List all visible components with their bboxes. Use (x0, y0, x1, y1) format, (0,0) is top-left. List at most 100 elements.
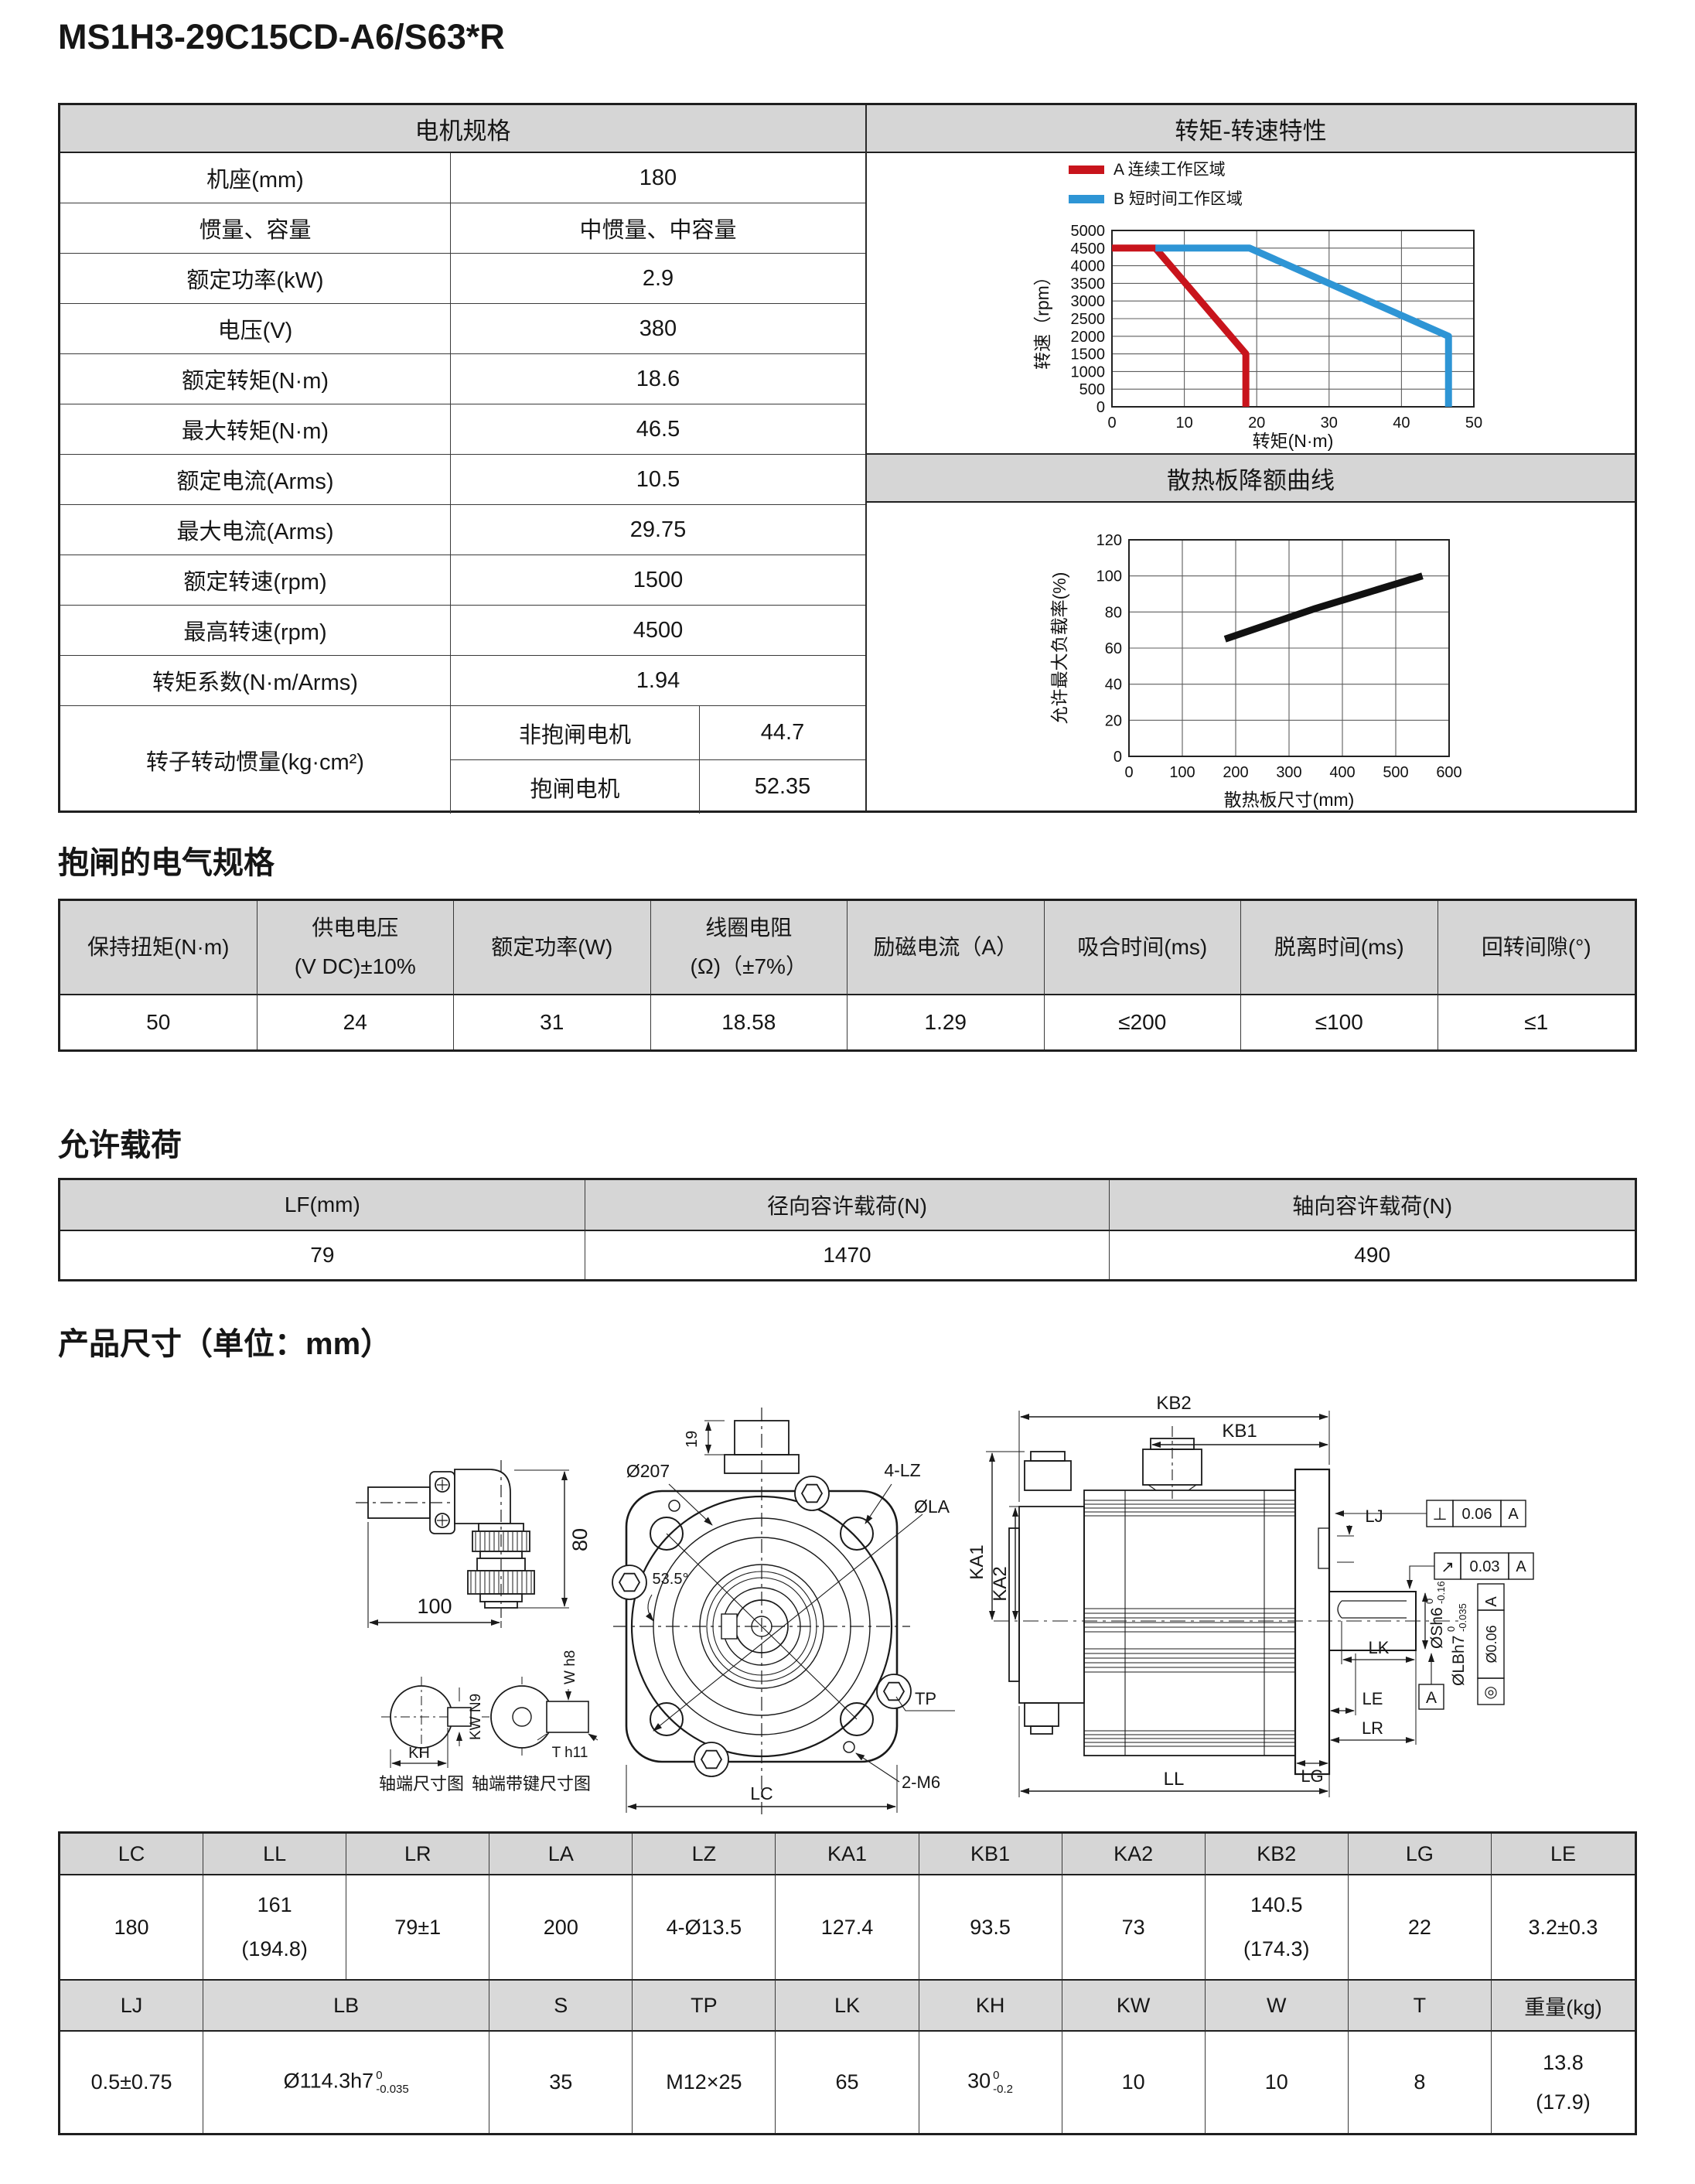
spec-label: 电压(V) (60, 304, 451, 353)
shaft-end-caption: 轴端尺寸图 (379, 1774, 464, 1793)
y-tick-label: 0 (1113, 749, 1121, 766)
x-tick-label: 20 (1248, 415, 1265, 432)
shaft-end-plain-drawing: KW N9 KH 轴端尺寸图 (379, 1677, 484, 1793)
perp-value: 0.06 (1462, 1506, 1492, 1523)
legend-swatch (1068, 166, 1104, 174)
dim-col-header: S (489, 1979, 633, 2032)
x-tick-label: 50 (1465, 415, 1482, 432)
shaft-end-keyed-drawing: W h8 T h11 轴端带键尺寸图 (472, 1650, 599, 1793)
table-row: 额定电流(Arms) 10.5 (60, 455, 865, 505)
y-tick-label: 100 (1096, 568, 1121, 585)
load-col-header: 轴向容许载荷(N) (1110, 1180, 1635, 1231)
spec-value: 46.5 (636, 416, 680, 442)
spec-value: 1500 (633, 567, 684, 592)
legend-label: A 连续工作区域 (1114, 161, 1226, 179)
dim-value: 79±1 (346, 1875, 490, 1979)
series-A 连续工作区域 (1111, 244, 1250, 407)
x-tick-label: 0 (1124, 764, 1133, 781)
inertia-sub-value: 52.35 (754, 774, 811, 799)
spec-value: 18.6 (636, 366, 680, 391)
x-tick-label: 40 (1393, 415, 1410, 432)
dim-value: 10 (1206, 2032, 1349, 2133)
sh6-sub: -0.16 (1435, 1581, 1447, 1604)
table-row-rotor-inertia: 转子转动惯量(kg·cm²) 非抱闸电机 44.7 抱闸电机 52.35 (60, 706, 865, 814)
torque-speed-chart: 0 10 20 30 40 50 0 500 1000 1500 2000 2500 3000 3500 4… (867, 153, 1635, 455)
inertia-sub-value: 44.7 (760, 720, 805, 745)
y-tick-label: 80 (1104, 604, 1121, 621)
perpendicularity-icon: ⊥ (1432, 1504, 1447, 1524)
brake-col-header: 保持扭矩(N·m) (60, 901, 257, 995)
m6-label: 2-M6 (902, 1773, 940, 1792)
flange-front-view-drawing: 19 (612, 1408, 955, 1814)
spec-value: 380 (639, 316, 677, 341)
dim-col-header: LB (203, 1979, 490, 2032)
page-title: MS1H3-29C15CD-A6/S63*R (58, 17, 505, 56)
x-tick-label: 300 (1276, 764, 1301, 781)
brake-col-header: 额定功率(W) (454, 901, 651, 995)
brake-value: 24 (257, 995, 454, 1049)
spec-label: 额定电流(Arms) (60, 455, 451, 504)
dim-col-header: W (1205, 1979, 1349, 2032)
dim-col-header: LJ (60, 1979, 204, 2032)
y-axis-label: 转速（rpm） (1032, 268, 1052, 370)
dim-value: 35 (489, 2032, 633, 2133)
load-value: 490 (1354, 1243, 1391, 1267)
x-tick-label: 200 (1223, 764, 1248, 781)
dim-value: Ø114.3h7 0 -0.035 (203, 2032, 490, 2133)
allowed-load-table: LF(mm) 径向容许载荷(N) 轴向容许载荷(N) 79 1470 490 (58, 1178, 1637, 1281)
derating-chart: 0 100 200 300 400 500 600 0 20 40 60 80 100 120 散热板尺寸(… (867, 503, 1635, 812)
brake-spec-table: 保持扭矩(N·m) 供电电压 (V DC)±10% 额定功率(W) 线圈电阻 (Ω)… (58, 899, 1637, 1052)
dim-col-header: LE (1491, 1834, 1635, 1875)
concentricity-icon: ◎ (1484, 1684, 1497, 1701)
dimensions-section-title: 产品尺寸（单位：mm） (58, 1327, 392, 1361)
ka1-label: KA1 (967, 1544, 987, 1579)
load-section-title: 允许载荷 (58, 1128, 182, 1162)
brake-col-header: 线圈电阻 (Ω)（±7%） (650, 901, 848, 995)
spec-label: 最大转矩(N·m) (60, 404, 451, 454)
y-tick-label: 2000 (1070, 329, 1105, 346)
lbh7-sup: 0 (1445, 1626, 1457, 1632)
table-row: 电压(V) 380 (60, 304, 865, 354)
brake-col-header: 脱离时间(ms) (1241, 901, 1438, 995)
load-col-header: LF(mm) (60, 1180, 585, 1231)
table-row: 最大电流(Arms) 29.75 (60, 505, 865, 555)
dim-col-header: LG (1348, 1834, 1492, 1875)
legend-label: B 短时间工作区域 (1114, 190, 1243, 208)
lr-label: LR (1362, 1718, 1383, 1738)
dim-value: 30 0 -0.2 (919, 2032, 1062, 2133)
brake-value: ≤100 (1241, 995, 1438, 1049)
kw-n9-label: KW N9 (468, 1694, 484, 1740)
spec-value: 中惯量、中容量 (579, 218, 737, 243)
spec-label: 最高转速(rpm) (60, 606, 451, 655)
y-tick-label: 4500 (1070, 241, 1105, 258)
y-tick-label: 2500 (1070, 311, 1105, 328)
brake-section-title: 抱闸的电气规格 (58, 846, 275, 880)
x-axis-label: 转矩(N·m) (1252, 431, 1333, 451)
motor-spec-and-charts-block: 电机规格 机座(mm) 180 惯量、容量 中惯量、中容量 额定功率(kW) 2… (58, 103, 1637, 814)
spec-value: 29.75 (629, 517, 687, 542)
dim-col-header: KB2 (1205, 1834, 1349, 1875)
brake-value: ≤1 (1524, 1010, 1549, 1034)
dim-col-header: LK (776, 1979, 919, 2032)
inertia-sub-row: 非抱闸电机 44.7 (451, 706, 865, 760)
y-tick-label: 5000 (1070, 223, 1105, 240)
lc-label: LC (750, 1783, 772, 1804)
table-row: 机座(mm) 180 (60, 153, 865, 203)
dim-col-header: KW (1062, 1979, 1206, 2032)
lbh7-sub: -0.035 (1457, 1603, 1468, 1632)
datum-a-label: A (1426, 1689, 1437, 1707)
x-axis-label: 散热板尺寸(mm) (1223, 790, 1354, 810)
inertia-sub-label: 非抱闸电机 (451, 706, 700, 759)
runout-datum: A (1516, 1558, 1526, 1575)
ka2-label: KA2 (990, 1566, 1011, 1601)
table-row: 最高转速(rpm) 4500 (60, 606, 865, 656)
brake-col-header: 回转间隙(°) (1438, 901, 1635, 995)
shaft-end-key-caption: 轴端带键尺寸图 (472, 1774, 591, 1793)
dim-value: 93.5 (919, 1875, 1062, 1979)
brake-col-header: 吸合时间(ms) (1044, 901, 1241, 995)
table-row: 转矩系数(N·m/Arms) 1.94 (60, 656, 865, 706)
spec-label: 转矩系数(N·m/Arms) (60, 656, 451, 705)
dim-value: 73 (1062, 1875, 1206, 1979)
table-row: 额定转矩(N·m) 18.6 (60, 354, 865, 404)
